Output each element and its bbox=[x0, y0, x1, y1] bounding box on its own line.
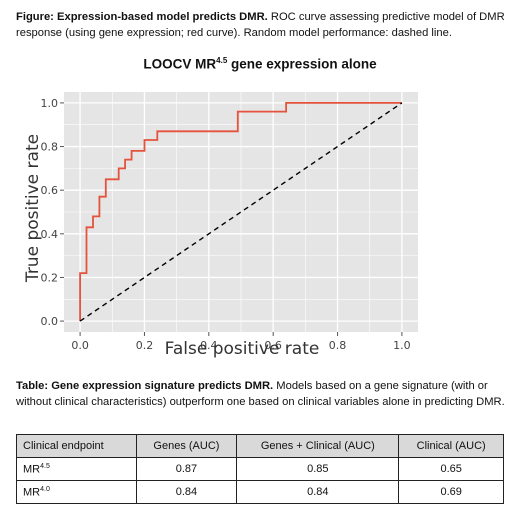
endpoint-sup: 4.0 bbox=[40, 485, 50, 493]
header-endpoint: Clinical endpoint bbox=[16, 434, 137, 458]
x-tick-label: 0.2 bbox=[136, 339, 154, 352]
y-tick-label: 0.4 bbox=[41, 228, 59, 241]
header-clinical: Clinical (AUC) bbox=[398, 434, 504, 458]
table-row: MR4.5 0.87 0.85 0.65 bbox=[16, 457, 504, 481]
table-caption-text: Models based on a gene signature (with o… bbox=[16, 380, 505, 408]
y-tick-label: 0.0 bbox=[41, 315, 59, 328]
table-caption-bold: Table: Gene expression signature predict… bbox=[16, 380, 274, 392]
y-tick-label: 1.0 bbox=[41, 97, 59, 110]
clinical-cell: 0.65 bbox=[398, 457, 504, 481]
figure-caption-text: ROC curve assessing predictive model of … bbox=[16, 11, 505, 39]
y-tick-label: 0.2 bbox=[41, 271, 59, 284]
x-tick-label: 0.0 bbox=[71, 339, 89, 352]
random-model-line bbox=[79, 102, 403, 322]
auc-table: Clinical endpoint Genes (AUC) Genes + Cl… bbox=[16, 434, 504, 504]
x-tick-label: 0.4 bbox=[200, 339, 218, 352]
table-header-row: Clinical endpoint Genes (AUC) Genes + Cl… bbox=[16, 434, 504, 458]
chart-title-suffix: gene expression alone bbox=[227, 56, 377, 72]
chart-title: LOOCV MR4.5 gene expression alone bbox=[0, 56, 520, 72]
x-tick-label: 0.6 bbox=[264, 339, 282, 352]
genes-cell: 0.84 bbox=[135, 480, 238, 504]
y-tick-label: 0.6 bbox=[41, 184, 59, 197]
header-genes-clinical: Genes + Clinical (AUC) bbox=[236, 434, 400, 458]
roc-chart: 0.0 0.2 0.4 0.6 0.8 1.0 0.0 0.2 0.4 0.6 0.8 1.0 Fal… bbox=[23, 92, 418, 359]
genes-clinical-cell: 0.84 bbox=[236, 480, 400, 504]
figure-caption: Figure: Expression-based model predicts … bbox=[16, 9, 510, 41]
y-axis-label: True positive rate bbox=[23, 134, 43, 283]
genes-clinical-cell: 0.85 bbox=[236, 457, 400, 481]
endpoint-cell: MR4.0 bbox=[16, 480, 137, 504]
x-tick-label: 0.8 bbox=[329, 339, 347, 352]
roc-curve bbox=[79, 101, 402, 322]
clinical-cell: 0.69 bbox=[398, 480, 504, 504]
header-genes: Genes (AUC) bbox=[135, 434, 238, 458]
table-caption: Table: Gene expression signature predict… bbox=[16, 378, 510, 410]
endpoint-name: MR bbox=[23, 463, 41, 476]
endpoint-cell: MR4.5 bbox=[16, 457, 137, 481]
endpoint-name: MR bbox=[23, 486, 41, 499]
y-tick-label: 0.8 bbox=[41, 141, 59, 154]
chart-title-main: LOOCV MR bbox=[143, 56, 217, 72]
endpoint-sup: 4.5 bbox=[40, 462, 50, 470]
x-tick-label: 1.0 bbox=[393, 339, 411, 352]
genes-cell: 0.87 bbox=[135, 457, 238, 481]
table-row: MR4.0 0.84 0.84 0.69 bbox=[16, 480, 504, 504]
figure-caption-bold: Figure: Expression-based model predicts … bbox=[16, 11, 268, 23]
x-axis-label: False positive rate bbox=[165, 339, 320, 359]
chart-title-sup: 4.5 bbox=[216, 56, 228, 65]
